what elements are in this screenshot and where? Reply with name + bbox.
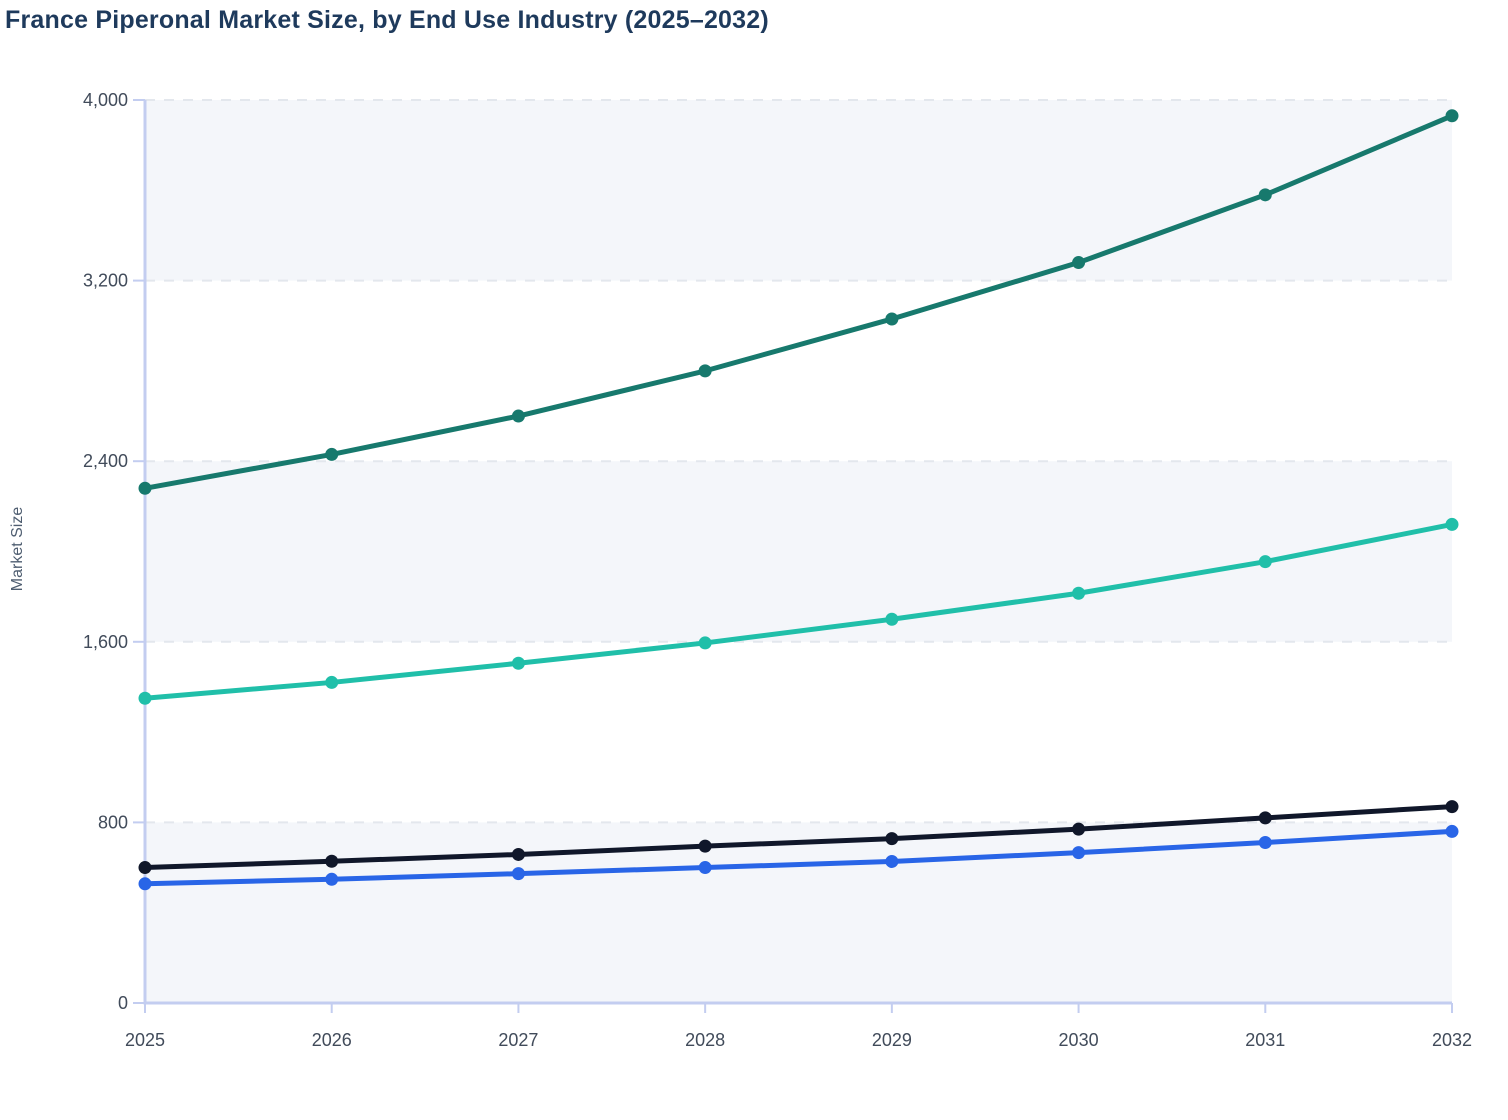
series-black-point-2031	[1258, 811, 1272, 825]
series-teal-point-2026	[325, 675, 339, 689]
y-tick-label-3200: 3,200	[83, 271, 128, 291]
x-tick-label-2027: 2027	[498, 1030, 538, 1050]
plot-band	[145, 822, 1452, 1003]
series-black-point-2026	[325, 854, 339, 868]
x-tick-label-2031: 2031	[1245, 1030, 1285, 1050]
series-blue-point-2032	[1445, 824, 1459, 838]
series-dark-teal-point-2025	[138, 481, 152, 495]
series-black-point-2028	[698, 839, 712, 853]
plot-band	[145, 461, 1452, 642]
x-tick-label-2025: 2025	[125, 1030, 165, 1050]
series-dark-teal-point-2030	[1072, 256, 1086, 270]
x-tick-label-2028: 2028	[685, 1030, 725, 1050]
series-dark-teal-point-2032	[1445, 109, 1459, 123]
chart-title: France Piperonal Market Size, by End Use…	[5, 6, 769, 34]
y-tick-label-4000: 4,000	[83, 90, 128, 110]
series-black-point-2027	[511, 847, 525, 861]
series-dark-teal-point-2027	[511, 409, 525, 423]
y-tick-label-1600: 1,600	[83, 632, 128, 652]
series-blue-point-2031	[1258, 835, 1272, 849]
series-black-point-2025	[138, 861, 152, 875]
x-tick-label-2026: 2026	[312, 1030, 352, 1050]
series-blue-point-2029	[885, 854, 899, 868]
y-tick-label-2400: 2,400	[83, 451, 128, 471]
x-tick-label-2029: 2029	[872, 1030, 912, 1050]
series-teal-point-2028	[698, 636, 712, 650]
series-teal-line	[142, 521, 1455, 701]
series-teal-point-2029	[885, 612, 899, 626]
series-blue-point-2030	[1072, 846, 1086, 860]
series-blue-point-2027	[511, 867, 525, 881]
series-black-point-2032	[1445, 800, 1459, 814]
series-blue-point-2026	[325, 872, 339, 886]
series-teal-point-2030	[1072, 586, 1086, 600]
series-dark-teal-point-2031	[1258, 188, 1272, 202]
series-dark-teal-point-2028	[698, 364, 712, 378]
series-dark-teal-point-2029	[885, 312, 899, 326]
x-tick-label-2030: 2030	[1059, 1030, 1099, 1050]
series-black-point-2029	[885, 832, 899, 846]
series-blue-line	[142, 828, 1455, 887]
series-black-point-2030	[1072, 822, 1086, 836]
series-teal-point-2031	[1258, 555, 1272, 569]
series-dark-teal-line	[142, 113, 1455, 491]
series-black-line	[142, 804, 1455, 871]
series-teal-point-2032	[1445, 517, 1459, 531]
plot-band	[145, 100, 1452, 281]
x-tick-label-2032: 2032	[1432, 1030, 1472, 1050]
series-teal-point-2027	[511, 656, 525, 670]
series-blue-point-2025	[138, 877, 152, 891]
y-tick-label-800: 800	[98, 812, 128, 832]
series-teal-point-2025	[138, 691, 152, 705]
series-blue-point-2028	[698, 861, 712, 875]
y-tick-label-0: 0	[118, 993, 128, 1013]
series-dark-teal-point-2026	[325, 447, 339, 461]
